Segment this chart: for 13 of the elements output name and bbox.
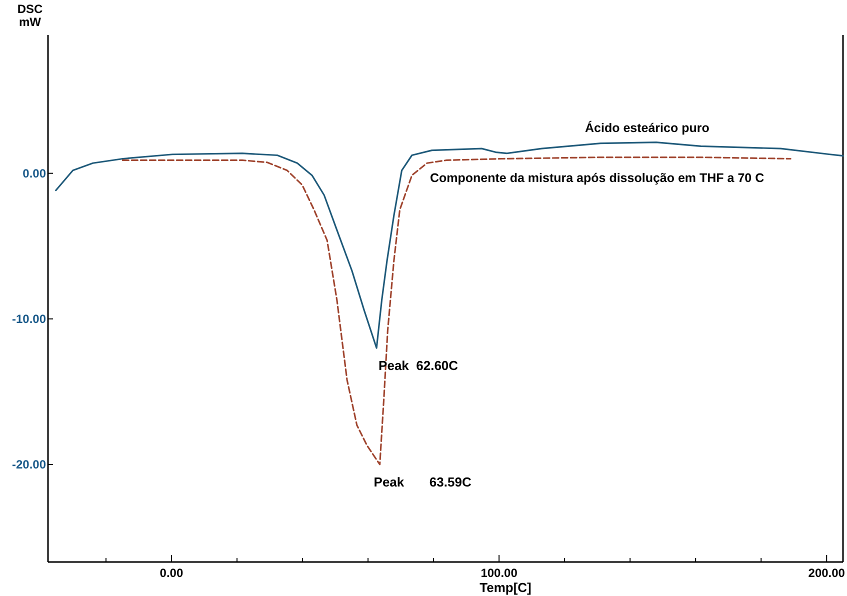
x-tick-label: 0.00 <box>160 566 184 580</box>
x-tick-label: 100.00 <box>480 566 518 580</box>
series-label: Componente da mistura após dissolução em THF a 70 C <box>430 171 764 185</box>
y-tick-label: -20.00 <box>12 457 46 472</box>
line-series <box>122 156 792 466</box>
series-label: Ácido esteárico puro <box>585 120 710 135</box>
annotation: Peak 63.59C <box>374 474 472 490</box>
line-series <box>55 141 844 349</box>
y-tick-label: -10.00 <box>12 312 46 326</box>
x-axis-title: Temp[C] <box>480 580 532 595</box>
y-axis-title: DSC mW <box>17 2 43 29</box>
y-tick-label: 0.00 <box>22 166 46 180</box>
x-tick-label: 200.00 <box>808 566 846 580</box>
